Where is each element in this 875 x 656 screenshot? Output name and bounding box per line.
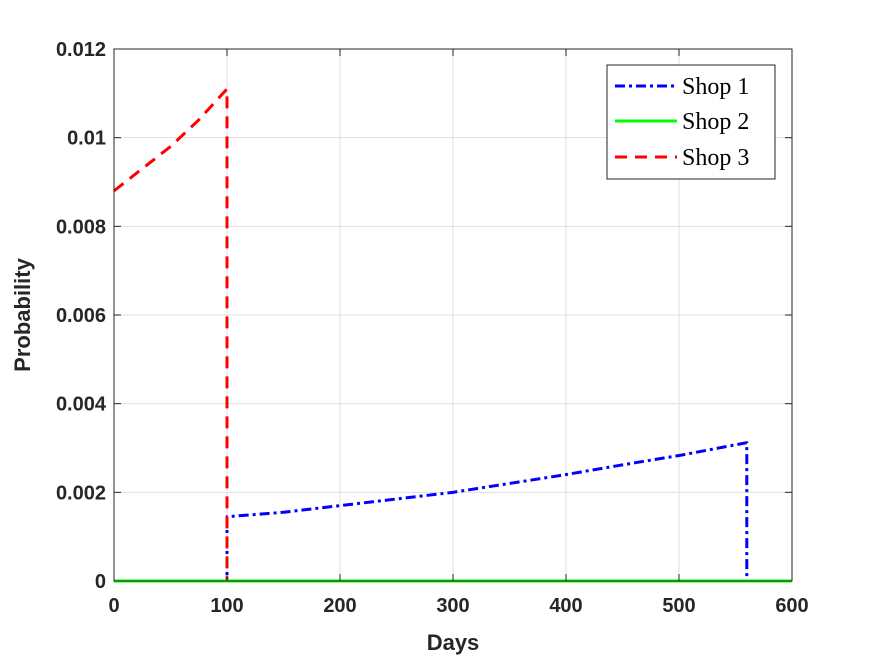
y-tick-label: 0.01 [67,128,106,150]
ticks [113,48,793,582]
y-tick-label: 0.008 [56,216,106,238]
x-tick-label: 400 [549,595,582,617]
legend-label-shop-3: Shop 3 [682,145,749,171]
x-tick-label: 200 [323,595,356,617]
legend-label-shop-1: Shop 1 [682,74,749,100]
y-tick-label: 0.004 [56,394,107,416]
y-tick-label: 0.002 [56,482,106,504]
x-axis-label: Days [427,630,480,655]
x-tick-label: 500 [662,595,695,617]
legend-label-shop-2: Shop 2 [682,109,749,135]
y-axis-label: Probability [10,257,35,371]
legend: Shop 1 Shop 2 Shop 3 [606,64,776,180]
x-tick-label: 0 [108,595,119,617]
y-tick-label: 0.012 [56,39,106,61]
x-tick-label: 600 [775,595,808,617]
y-tick-label: 0.006 [56,305,106,327]
y-tick-label: 0 [95,571,106,593]
x-tick-label: 100 [210,595,243,617]
tick-labels: 0 100 200 300 400 500 600 0 0.002 0.004 0.006 0.008… [56,39,809,617]
x-tick-label: 300 [436,595,469,617]
